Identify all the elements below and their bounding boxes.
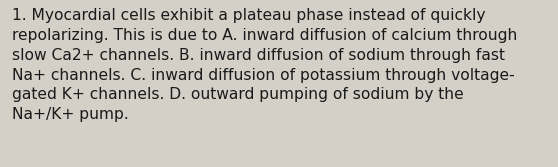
Text: 1. Myocardial cells exhibit a plateau phase instead of quickly
repolarizing. Thi: 1. Myocardial cells exhibit a plateau ph… — [12, 8, 517, 122]
